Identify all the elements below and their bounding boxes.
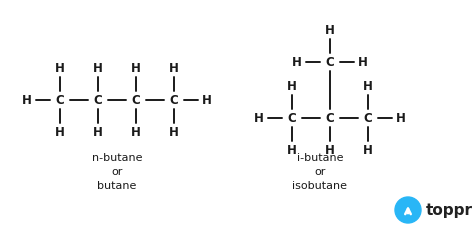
Text: H: H (396, 111, 406, 124)
Text: H: H (254, 111, 264, 124)
Text: or: or (111, 167, 123, 177)
Text: C: C (364, 111, 373, 124)
Text: H: H (169, 125, 179, 139)
Text: or: or (314, 167, 326, 177)
Text: H: H (55, 61, 65, 74)
Text: C: C (132, 94, 140, 106)
Text: H: H (131, 61, 141, 74)
Text: C: C (170, 94, 178, 106)
Text: H: H (131, 125, 141, 139)
Text: H: H (93, 125, 103, 139)
Text: C: C (326, 111, 334, 124)
Text: H: H (358, 55, 368, 69)
Text: C: C (94, 94, 102, 106)
Text: H: H (287, 144, 297, 157)
Text: H: H (325, 144, 335, 157)
Text: H: H (22, 94, 32, 106)
Text: n-butane: n-butane (92, 153, 142, 163)
Circle shape (395, 197, 421, 223)
Text: C: C (326, 55, 334, 69)
Text: H: H (363, 79, 373, 93)
Text: butane: butane (97, 181, 137, 191)
Text: H: H (363, 144, 373, 157)
Text: isobutane: isobutane (292, 181, 347, 191)
Text: H: H (287, 79, 297, 93)
Text: C: C (55, 94, 64, 106)
Text: H: H (202, 94, 212, 106)
Text: toppr: toppr (426, 203, 473, 218)
Text: H: H (292, 55, 302, 69)
Text: i-butane: i-butane (297, 153, 343, 163)
Text: H: H (93, 61, 103, 74)
Text: H: H (169, 61, 179, 74)
Text: C: C (288, 111, 296, 124)
Text: H: H (55, 125, 65, 139)
Text: H: H (325, 24, 335, 36)
